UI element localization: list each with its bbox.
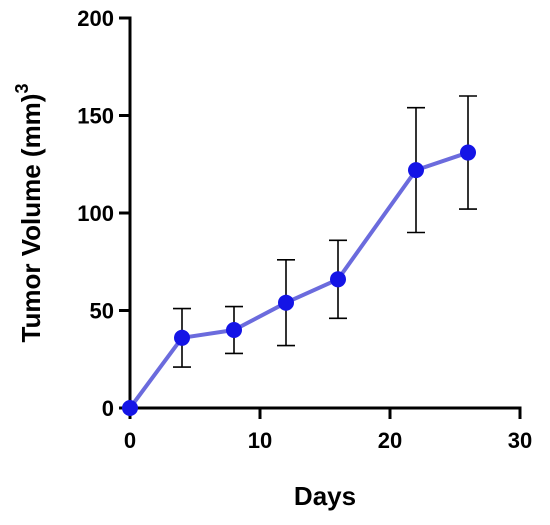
axes bbox=[128, 16, 522, 410]
data-point bbox=[460, 144, 476, 161]
data-point bbox=[226, 322, 242, 338]
y-ticks: 0 50 100 150 200 bbox=[77, 6, 130, 421]
x-tick-label: 10 bbox=[248, 428, 272, 453]
x-axis-title: Days bbox=[294, 481, 356, 511]
data-point bbox=[278, 294, 294, 311]
data-point bbox=[330, 271, 346, 288]
error-bars bbox=[173, 95, 477, 368]
data-point bbox=[408, 162, 424, 179]
y-tick-label: 200 bbox=[77, 6, 114, 31]
x-tick-label: 0 bbox=[124, 428, 136, 453]
y-tick-label: 100 bbox=[77, 201, 114, 226]
x-tick-label: 30 bbox=[508, 428, 532, 453]
y-tick-label: 150 bbox=[77, 104, 114, 129]
y-axis-title-superscript: 3 bbox=[12, 84, 32, 94]
data-points bbox=[122, 144, 476, 416]
series-line bbox=[128, 150, 470, 410]
y-axis-title-main: Tumor Volume (mm) bbox=[16, 94, 46, 343]
y-tick-label: 0 bbox=[102, 396, 114, 421]
y-tick-label: 50 bbox=[90, 299, 114, 324]
data-point bbox=[122, 400, 138, 416]
x-tick-label: 20 bbox=[378, 428, 402, 453]
y-axis-title: Tumor Volume (mm)3 bbox=[12, 84, 46, 343]
x-ticks: 0 10 20 30 bbox=[124, 408, 532, 453]
data-point bbox=[174, 329, 190, 346]
